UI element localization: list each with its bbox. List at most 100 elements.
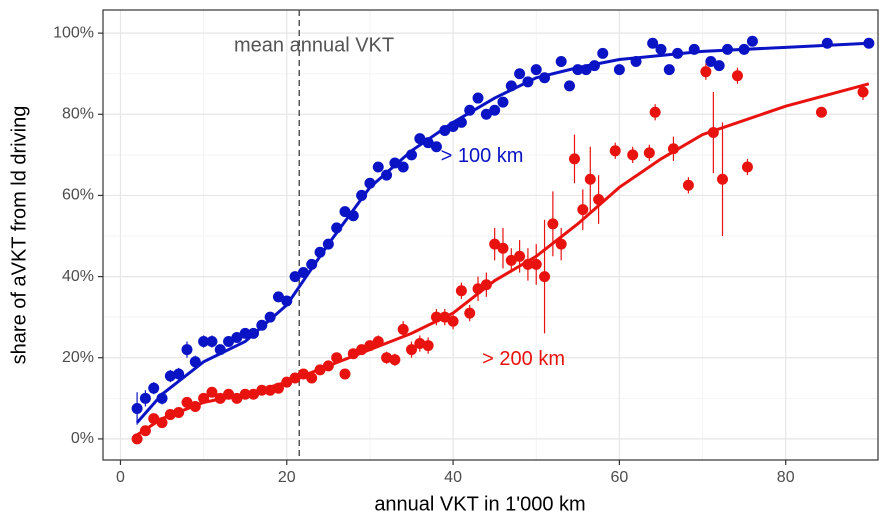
data-point <box>717 173 729 185</box>
data-point <box>497 96 509 108</box>
data-point <box>627 149 639 161</box>
x-tick-label: 40 <box>444 469 462 486</box>
data-point <box>555 238 567 250</box>
data-point <box>741 161 753 173</box>
data-point <box>857 86 869 98</box>
data-point <box>609 145 621 157</box>
data-point <box>239 388 251 400</box>
data-point <box>198 392 210 404</box>
data-point <box>480 279 492 291</box>
data-point <box>372 161 384 173</box>
data-point <box>347 210 359 222</box>
data-point <box>239 327 251 339</box>
data-point <box>580 64 592 76</box>
x-tick-label: 60 <box>610 469 628 486</box>
data-point <box>414 133 426 145</box>
data-point <box>721 43 733 55</box>
y-tick-label: 40% <box>62 268 94 285</box>
data-point <box>372 336 384 348</box>
data-point <box>455 285 467 297</box>
data-point <box>331 222 343 234</box>
data-point <box>593 193 605 205</box>
data-point <box>272 382 284 394</box>
data-point <box>297 368 309 380</box>
data-point <box>306 372 318 384</box>
data-point <box>530 258 542 270</box>
data-point <box>347 348 359 360</box>
plot-border <box>102 9 879 461</box>
data-point <box>547 218 559 230</box>
data-point <box>489 104 501 116</box>
data-point <box>131 402 143 414</box>
data-point <box>505 80 517 92</box>
data-point <box>164 370 176 382</box>
data-point <box>389 354 401 366</box>
data-point <box>667 143 679 155</box>
data-point <box>430 311 442 323</box>
data-point <box>539 72 551 84</box>
data-point <box>406 149 418 161</box>
data-point <box>322 360 334 372</box>
x-axis-label: annual VKT in 1'000 km <box>374 493 585 515</box>
data-point <box>439 125 451 137</box>
data-point <box>281 376 293 388</box>
data-point <box>139 425 151 437</box>
data-point <box>156 392 168 404</box>
data-point <box>464 307 476 319</box>
data-point <box>522 258 534 270</box>
data-point <box>231 331 243 343</box>
data-point <box>406 344 418 356</box>
data-point <box>148 413 160 425</box>
y-tick-label: 80% <box>62 106 94 123</box>
data-point <box>214 344 226 356</box>
data-point <box>173 368 185 380</box>
data-point <box>164 409 176 421</box>
data-point <box>863 37 875 49</box>
data-point <box>156 417 168 429</box>
data-point <box>630 56 642 68</box>
data-point <box>339 206 351 218</box>
data-point <box>613 64 625 76</box>
data-point <box>738 43 750 55</box>
data-point <box>464 104 476 116</box>
data-point <box>248 388 260 400</box>
data-point <box>455 116 467 128</box>
data-point <box>148 382 160 394</box>
data-point <box>289 271 301 283</box>
data-point <box>281 295 293 307</box>
y-tick-label: 0% <box>71 430 94 447</box>
data-point <box>480 108 492 120</box>
data-point <box>647 37 659 49</box>
data-point <box>381 169 393 181</box>
data-point <box>181 344 193 356</box>
data-point <box>447 315 459 327</box>
data-point <box>297 267 309 279</box>
data-point <box>705 56 717 68</box>
data-point <box>422 340 434 352</box>
data-point <box>746 35 758 47</box>
data-point <box>231 392 243 404</box>
data-point <box>381 352 393 364</box>
data-point <box>577 204 589 216</box>
data-point <box>649 106 661 118</box>
data-point <box>663 64 675 76</box>
data-point <box>322 238 334 250</box>
series-label: > 100 km <box>441 145 524 167</box>
data-point <box>214 392 226 404</box>
data-point <box>555 56 567 68</box>
series-label: > 200 km <box>482 348 565 370</box>
data-point <box>514 68 526 80</box>
data-point <box>707 127 719 139</box>
data-point <box>139 392 151 404</box>
data-point <box>563 80 575 92</box>
data-point <box>489 238 501 250</box>
y-tick-label: 100% <box>53 24 94 41</box>
data-point <box>821 37 833 49</box>
data-point <box>206 336 218 348</box>
data-point <box>264 311 276 323</box>
data-point <box>314 364 326 376</box>
data-point <box>731 70 743 82</box>
data-point <box>530 64 542 76</box>
data-point <box>522 76 534 88</box>
